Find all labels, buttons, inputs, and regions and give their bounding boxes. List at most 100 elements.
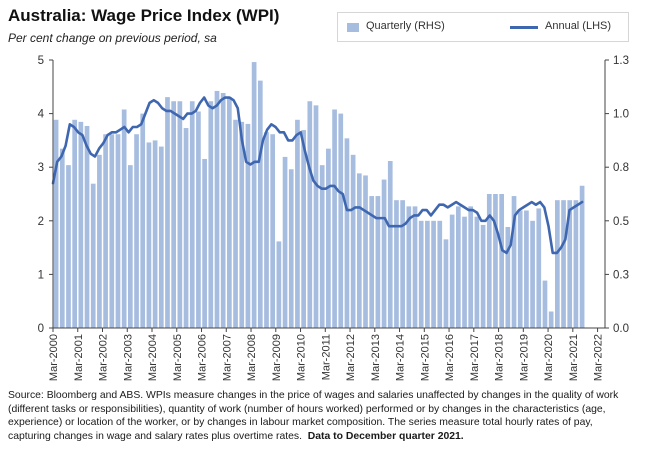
quarterly-bar [555,200,560,328]
quarterly-bar [579,185,585,328]
x-tick-label: Mar-2021 [568,334,580,381]
x-tick-label: Mar-2001 [73,334,85,381]
quarterly-bar [319,165,325,328]
x-tick-label: Mar-2011 [320,334,332,380]
quarterly-bar [140,113,146,328]
quarterly-bar [363,175,368,328]
x-tick-label: Mar-2004 [147,334,159,381]
quarterly-bar [53,119,59,328]
annual-line [51,96,584,255]
quarterly-bar [66,165,71,328]
right-axis-ticks: 0.0 0.3 0.5 0.8 1.0 1.3 [605,55,629,335]
quarterly-bar [146,142,152,328]
quarterly-bar [462,216,467,328]
quarterly-bar [78,121,84,328]
quarterly-bar [418,220,424,328]
left-tick-label: 2 [38,216,44,228]
quarterly-bar [313,105,319,328]
quarterly-bar [542,280,548,328]
left-tick-label: 1 [38,269,44,281]
quarterly-bar [561,200,566,328]
quarterly-bar [239,121,245,328]
quarterly-bar [282,156,288,328]
quarterly-bar [171,101,177,328]
quarterly-bar [431,220,436,328]
x-tick-label: Mar-2018 [494,334,506,381]
quarterly-bar [90,183,96,328]
quarterly-bar [338,113,344,328]
quarterly-bar [474,216,480,328]
quarterly-bar [344,138,350,328]
quarterly-bar [511,196,517,328]
source-note: Source: Bloomberg and ABS. WPIs measure … [8,389,638,443]
quarterly-bar [183,128,189,328]
quarterly-bar [115,134,121,328]
quarterly-bar [468,206,474,328]
quarterly-bar [356,173,362,328]
right-tick-label: 0.3 [613,269,629,281]
quarterly-bar [288,169,294,328]
quarterly-bar [493,194,498,328]
left-axis-ticks: 0 1 2 3 4 5 [38,55,53,335]
quarterly-bar [295,119,300,328]
quarterly-bar [307,101,313,328]
quarterly-bar [536,208,542,328]
quarterly-bar [548,311,554,328]
quarterly-bar [128,165,133,328]
quarterly-bar [381,179,387,328]
x-tick-label: Mar-2003 [122,334,134,381]
chart-legend: Quarterly (RHS) Annual (LHS) [337,12,629,42]
right-tick-label: 1.3 [613,55,629,67]
quarterly-bar [567,200,573,328]
quarterly-bar [524,210,529,328]
quarterly-bar [350,154,356,328]
quarterly-bar [177,101,183,328]
quarterly-bar [499,194,504,328]
quarterly-bar [369,196,375,328]
quarterly-bar [245,123,251,328]
quarterly-bar [158,146,164,328]
quarterly-bar [84,125,90,328]
quarterly-bar [276,241,282,328]
quarterly-bar [406,206,412,328]
quarterly-bar [121,109,127,328]
quarterly-bar [189,101,195,328]
quarterly-bar [233,119,238,328]
quarterly-bar [449,214,455,328]
quarterly-bar [251,62,257,329]
quarterly-bar [332,109,337,328]
quarterly-bar [196,111,201,328]
legend-annual-label: Annual (LHS) [545,20,612,32]
quarterly-bar [103,134,108,328]
chart-subtitle: Per cent change on previous period, sa [8,31,217,45]
quarterly-bar [517,210,523,328]
quarterly-bar [264,132,269,328]
x-tick-label: Mar-2013 [370,334,382,381]
x-tick-label: Mar-2017 [469,334,481,381]
left-tick-label: 0 [38,323,44,335]
quarterly-bar [530,220,535,328]
legend-quarterly-label: Quarterly (RHS) [366,20,445,32]
quarterly-bar [437,220,443,328]
quarterly-bar [152,140,158,328]
quarterly-bar [59,148,65,328]
quarterly-bar [165,97,170,328]
x-tick-label: Mar-2008 [246,334,258,381]
x-tick-label: Mar-2002 [98,334,110,381]
quarterly-bar [480,224,486,328]
chart-title: Australia: Wage Price Index (WPI) [8,6,280,25]
quarterly-bar [301,130,306,328]
x-axis-ticks: Mar-2000 Mar-2001 Mar-2002 Mar-2003 Mar-2004… [48,328,605,381]
x-tick-label: Mar-2019 [518,334,530,381]
quarterly-bar [573,200,579,328]
quarterly-bar [443,239,449,328]
quarterly-bar [220,92,226,328]
quarterly-bar [412,206,418,328]
quarterly-bar [375,196,381,328]
x-tick-label: Mar-2012 [345,334,357,381]
x-tick-label: Mar-2007 [221,334,233,381]
x-tick-label: Mar-2015 [419,334,431,381]
x-tick-label: Mar-2020 [543,334,555,381]
quarterly-bar [455,206,461,328]
